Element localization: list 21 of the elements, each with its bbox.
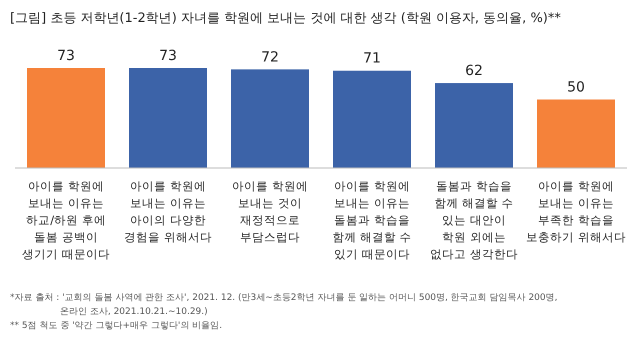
bar xyxy=(333,70,411,168)
text: ** 5점 척도 중 '약간 그렇다+매우 그렇다'의 비율임. xyxy=(10,321,222,331)
data-label: 72 xyxy=(261,49,279,66)
text: *자료 출처 : '교회의 돌봄 사역에 관한 조사', 2021. 12. (만3세~초등2학년 자녀를 둔 일하는 어머니 500명, 한국교회 담임목사 200명, 온라인 조사, 2021.10.21.~10.29.) xyxy=(10,293,558,317)
chart-title: [그림] 초등 저학년(1-2학년) 자녀를 학원에 보내는 것에 대한 생각 (학원 이용자, 동의율, %)** xyxy=(10,11,562,26)
x-tick-label: 아이를 학원에 보내는 이유는 아이의 다양한 경험을 위해서다 xyxy=(124,179,212,244)
data-label: 71 xyxy=(363,50,381,67)
bar xyxy=(129,68,207,168)
x-tick-label: 아이를 학원에 보내는 이유는 돌봄과 학습을 함께 해결할 수 있기 때문이다 xyxy=(332,179,412,261)
bar xyxy=(537,100,615,168)
bar xyxy=(27,68,105,168)
bar xyxy=(435,83,513,168)
bar xyxy=(231,69,309,168)
data-label: 73 xyxy=(57,48,75,64)
data-label: 62 xyxy=(465,63,483,80)
x-tick-label: 아이를 학원에 보내는 이유는 하교/하원 후에 돌봄 공백이 생기기 때문이다 xyxy=(22,179,110,261)
x-tick-label: 돌봄과 학습을 함께 해결할 수 있는 대안이 학원 외에는 없다고 생각한다 xyxy=(430,179,518,261)
data-label: 50 xyxy=(567,80,585,96)
x-tick-label: 아이를 학원에 보내는 것이 재정적으로 부담스럽다 xyxy=(232,179,308,244)
data-label: 73 xyxy=(159,48,177,64)
x-tick-label: 아이를 학원에 보내는 이유는 부족한 학습을 보충하기 위해서다 xyxy=(526,179,626,244)
